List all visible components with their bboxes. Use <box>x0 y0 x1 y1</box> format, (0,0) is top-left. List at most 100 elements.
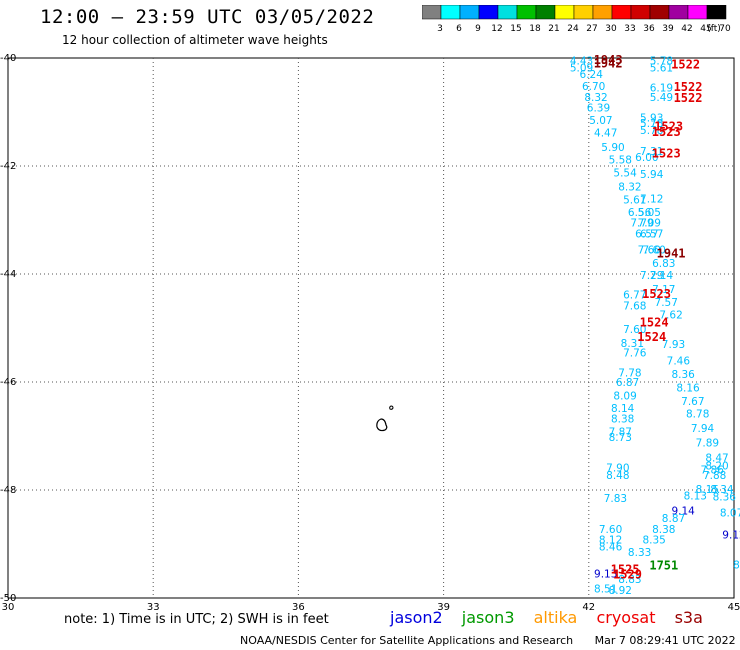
swh-value: 8.73 <box>609 432 632 444</box>
swh-value: 7.60 <box>642 245 665 257</box>
swh-value: 7.67 <box>681 396 704 408</box>
swh-value: 7.68 <box>623 300 646 312</box>
swh-value: 5.90 <box>601 142 624 154</box>
swh-value: 6.56 <box>628 207 652 219</box>
swh-value: 6.57 <box>635 229 658 241</box>
lon-tick-label: 42 <box>582 602 595 612</box>
swh-value: 9.00 <box>606 597 629 609</box>
swh-value: 8 <box>733 560 740 572</box>
swh-value: 8.46 <box>599 542 623 554</box>
swh-value: 7.60 <box>623 324 646 336</box>
swh-value: 6.77 <box>623 290 646 302</box>
lat-tick-label: -48 <box>0 485 16 496</box>
swh-value: 8.33 <box>628 547 651 559</box>
colorbar-label: 21 <box>548 24 559 34</box>
swh-value: 8.78 <box>686 408 709 420</box>
swh-value: 8.09 <box>613 391 636 403</box>
lon-tick-label: 33 <box>147 602 160 612</box>
colorbar-label: 3 <box>437 24 443 34</box>
colorbar-label: 6 <box>456 24 462 34</box>
swh-value: 8.32 <box>584 92 607 104</box>
colorbar-label: 18 <box>529 24 541 34</box>
swh-value: 8.51 <box>594 583 617 595</box>
colorbar-label: 42 <box>681 24 692 34</box>
swh-value: 6.87 <box>616 377 639 389</box>
swh-value: 8.83 <box>618 574 641 586</box>
pass-time-label: 1522 <box>671 57 700 71</box>
swh-value: 5.61 <box>623 194 646 206</box>
pass-time-label: 1525 <box>611 562 640 576</box>
swh-value: 5.78 <box>650 56 673 68</box>
swh-value: 6.39 <box>587 103 610 115</box>
colorbar-swatch <box>706 5 727 20</box>
legend-jason2: jason2 <box>390 608 443 627</box>
swh-value: 7.90 <box>606 462 629 474</box>
swh-value: 8.36 <box>671 369 695 381</box>
swh-value: 7.76 <box>623 347 647 359</box>
swh-value: 5.05 <box>638 207 661 219</box>
swh-value: 8.14 <box>611 403 635 415</box>
swh-value: 6.19 <box>650 83 673 95</box>
swh-value: 5.58 <box>609 155 632 167</box>
pass-time-label: 1529 <box>613 568 642 582</box>
pass-time-label: 1943 <box>594 53 623 67</box>
swh-value: 6.24 <box>580 69 604 81</box>
pass-time-label: 1524 <box>637 330 666 344</box>
swh-value: 4.47 <box>594 128 617 140</box>
pass-time-label: 1523 <box>654 120 683 134</box>
colorbar: 3 6 9 12 15 18 21 24 27 30 33 36 39 42 45 70(ft) <box>422 5 731 34</box>
legend-jason3: jason3 <box>461 608 515 627</box>
swh-value: 5.78 <box>640 125 663 137</box>
legend-altika: altika <box>533 608 578 627</box>
colorbar-label: (ft) <box>707 24 721 34</box>
swh-value: 7.94 <box>691 423 715 435</box>
lon-tick-label: 39 <box>437 602 450 612</box>
lat-tick-label: -44 <box>0 269 16 280</box>
lat-tick-label: -40 <box>0 53 16 64</box>
pass-time-label: 1751 <box>649 559 678 573</box>
note-text: note: 1) Time is in UTC; 2) SWH is in fe… <box>64 612 329 627</box>
page-title: 12:00 – 23:59 UTC 03/05/2022 <box>40 6 375 28</box>
swh-value: 7.86 <box>701 464 725 476</box>
legend-s3a: s3a <box>674 608 703 627</box>
swh-value: 9.13 <box>594 569 617 581</box>
swh-value: 7.09 <box>638 218 661 230</box>
swh-value: 8.87 <box>662 513 685 525</box>
colorbar-label: 70 <box>719 24 731 34</box>
map-frame <box>7 57 735 599</box>
swh-value: 8.36 <box>713 491 737 503</box>
swh-value: 7.14 <box>650 270 674 282</box>
colorbar-label: 15 <box>510 24 521 34</box>
swh-value: 7.87 <box>609 427 632 439</box>
island-prince-edward <box>389 405 394 410</box>
swh-value: 8.48 <box>606 470 629 482</box>
swh-value: 8.35 <box>642 535 665 547</box>
swh-value: 7.93 <box>662 339 685 351</box>
swh-value: 6.00 <box>635 152 658 164</box>
pass-time-label: 1942 <box>594 56 623 70</box>
lat-tick-label: -42 <box>0 161 16 172</box>
satellite-legend: jason2 jason3 altika cryosat s3a <box>390 608 717 627</box>
swh-value: 8.34 <box>710 484 734 496</box>
swh-value: 8.38 <box>652 524 675 536</box>
colorbar-label: 27 <box>586 24 597 34</box>
swh-value: 8.16 <box>676 382 700 394</box>
colorbar-label: 30 <box>605 24 617 34</box>
swh-value: 9.12 <box>722 529 740 541</box>
swh-value: 6.70 <box>582 81 605 93</box>
footer: NOAA/NESDIS Center for Satellite Applica… <box>240 634 740 647</box>
swh-value: 8.38 <box>611 414 634 426</box>
swh-value: 8.20 <box>705 461 728 473</box>
pass-time-label: 1523 <box>642 287 671 301</box>
swh-value: 8.31 <box>621 338 644 350</box>
swh-value: 7.88 <box>703 470 726 482</box>
swh-value: 8.47 <box>705 453 728 465</box>
island-marion <box>376 418 388 432</box>
swh-value: 4.43 <box>570 56 593 68</box>
swh-value: 6.83 <box>652 258 675 270</box>
swh-value: 5.94 <box>640 169 664 181</box>
colorbar-label: 9 <box>475 24 481 34</box>
swh-value: 8.99 <box>599 597 622 609</box>
lat-tick-label: -46 <box>0 377 16 388</box>
